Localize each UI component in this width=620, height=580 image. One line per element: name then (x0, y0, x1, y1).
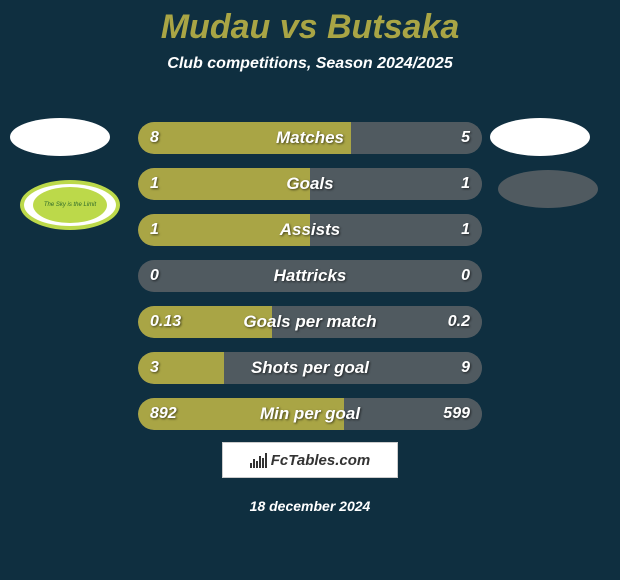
brand-text: FcTables.com (271, 452, 371, 469)
stat-label: Goals (138, 168, 482, 200)
stat-row: 892599Min per goal (138, 398, 482, 430)
stat-label: Goals per match (138, 306, 482, 338)
infographic-date: 18 december 2024 (0, 498, 620, 514)
player-right-placeholder (490, 118, 590, 156)
stat-row: 85Matches (138, 122, 482, 154)
page-title: Mudau vs Butsaka (0, 0, 620, 47)
stat-row: 39Shots per goal (138, 352, 482, 384)
comparison-infographic: Mudau vs Butsaka Club competitions, Seas… (0, 0, 620, 580)
stat-row: 11Goals (138, 168, 482, 200)
brand-prefix: Fc (271, 452, 289, 469)
stat-label: Assists (138, 214, 482, 246)
club-left-logo-inner: The Sky is the Limit (33, 187, 107, 223)
page-subtitle: Club competitions, Season 2024/2025 (0, 55, 620, 73)
stat-label: Matches (138, 122, 482, 154)
chart-icon (250, 452, 267, 468)
stat-row: 00Hattricks (138, 260, 482, 292)
player-left-placeholder (10, 118, 110, 156)
stat-label: Shots per goal (138, 352, 482, 384)
stat-row: 0.130.2Goals per match (138, 306, 482, 338)
club-right-placeholder (498, 170, 598, 208)
brand-suffix: Tables.com (288, 452, 370, 469)
brand-logo: FcTables.com (222, 442, 398, 478)
stat-label: Min per goal (138, 398, 482, 430)
stat-row: 11Assists (138, 214, 482, 246)
stat-label: Hattricks (138, 260, 482, 292)
stat-rows-container: 85Matches 11Goals 11Assists 00Hattricks 0.13… (138, 122, 482, 444)
club-left-logo: The Sky is the Limit (20, 180, 120, 230)
